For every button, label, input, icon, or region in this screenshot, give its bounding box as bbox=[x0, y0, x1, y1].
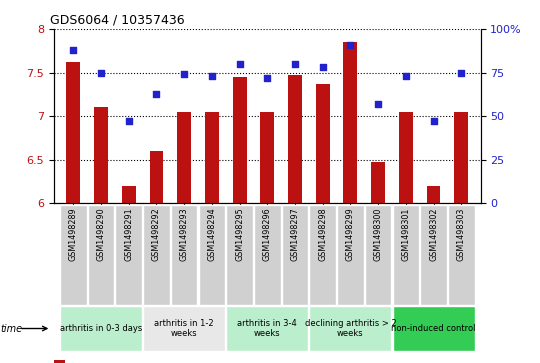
Point bbox=[319, 65, 327, 70]
Point bbox=[97, 70, 105, 76]
Text: non-induced control: non-induced control bbox=[392, 324, 476, 333]
Text: GSM1498295: GSM1498295 bbox=[235, 207, 244, 261]
Point bbox=[235, 61, 244, 67]
Text: GSM1498291: GSM1498291 bbox=[124, 207, 133, 261]
Point bbox=[263, 75, 272, 81]
Text: GSM1498290: GSM1498290 bbox=[97, 207, 106, 261]
FancyBboxPatch shape bbox=[60, 306, 142, 351]
Point bbox=[429, 118, 438, 124]
FancyBboxPatch shape bbox=[254, 205, 281, 305]
Bar bbox=[233, 77, 247, 203]
Point bbox=[125, 118, 133, 124]
Text: GSM1498303: GSM1498303 bbox=[457, 207, 465, 261]
FancyBboxPatch shape bbox=[226, 205, 253, 305]
Point bbox=[374, 101, 382, 107]
Bar bbox=[427, 186, 441, 203]
FancyBboxPatch shape bbox=[420, 205, 447, 305]
Text: declining arthritis > 2
weeks: declining arthritis > 2 weeks bbox=[305, 319, 396, 338]
FancyBboxPatch shape bbox=[226, 306, 308, 351]
Bar bbox=[343, 42, 357, 203]
Text: GSM1498292: GSM1498292 bbox=[152, 207, 161, 261]
Text: GSM1498294: GSM1498294 bbox=[207, 207, 217, 261]
Point bbox=[69, 47, 78, 53]
Bar bbox=[371, 162, 385, 203]
Bar bbox=[54, 360, 65, 363]
Text: GSM1498301: GSM1498301 bbox=[401, 207, 410, 261]
FancyBboxPatch shape bbox=[393, 205, 419, 305]
Text: GSM1498297: GSM1498297 bbox=[291, 207, 300, 261]
Text: arthritis in 1-2
weeks: arthritis in 1-2 weeks bbox=[154, 319, 214, 338]
FancyBboxPatch shape bbox=[60, 205, 87, 305]
Text: time: time bbox=[0, 323, 22, 334]
Point bbox=[152, 91, 161, 97]
Bar bbox=[205, 112, 219, 203]
Text: GSM1498298: GSM1498298 bbox=[318, 207, 327, 261]
Point bbox=[457, 70, 465, 76]
Text: arthritis in 0-3 days: arthritis in 0-3 days bbox=[60, 324, 142, 333]
Text: GSM1498302: GSM1498302 bbox=[429, 207, 438, 261]
FancyBboxPatch shape bbox=[393, 306, 475, 351]
Text: GSM1498296: GSM1498296 bbox=[263, 207, 272, 261]
FancyBboxPatch shape bbox=[199, 205, 225, 305]
Bar bbox=[177, 112, 191, 203]
Point bbox=[291, 61, 299, 67]
FancyBboxPatch shape bbox=[309, 205, 336, 305]
Bar bbox=[150, 151, 164, 203]
FancyBboxPatch shape bbox=[143, 205, 170, 305]
Text: GSM1498289: GSM1498289 bbox=[69, 207, 78, 261]
Bar bbox=[122, 186, 136, 203]
Bar bbox=[316, 84, 329, 203]
Bar bbox=[288, 75, 302, 203]
Bar bbox=[66, 62, 80, 203]
Text: arthritis in 3-4
weeks: arthritis in 3-4 weeks bbox=[238, 319, 297, 338]
FancyBboxPatch shape bbox=[365, 205, 392, 305]
Text: GDS6064 / 10357436: GDS6064 / 10357436 bbox=[50, 13, 184, 26]
Point bbox=[207, 73, 216, 79]
Point bbox=[346, 42, 355, 48]
Point bbox=[401, 73, 410, 79]
FancyBboxPatch shape bbox=[282, 205, 308, 305]
FancyBboxPatch shape bbox=[116, 205, 142, 305]
Text: GSM1498300: GSM1498300 bbox=[374, 207, 383, 261]
Bar bbox=[260, 112, 274, 203]
FancyBboxPatch shape bbox=[88, 205, 114, 305]
Point bbox=[180, 72, 188, 77]
Text: GSM1498293: GSM1498293 bbox=[180, 207, 188, 261]
Bar bbox=[399, 112, 413, 203]
FancyBboxPatch shape bbox=[337, 205, 364, 305]
Text: GSM1498299: GSM1498299 bbox=[346, 207, 355, 261]
Bar bbox=[454, 112, 468, 203]
Bar bbox=[94, 107, 108, 203]
FancyBboxPatch shape bbox=[171, 205, 198, 305]
FancyBboxPatch shape bbox=[309, 306, 392, 351]
FancyBboxPatch shape bbox=[143, 306, 225, 351]
FancyBboxPatch shape bbox=[448, 205, 475, 305]
